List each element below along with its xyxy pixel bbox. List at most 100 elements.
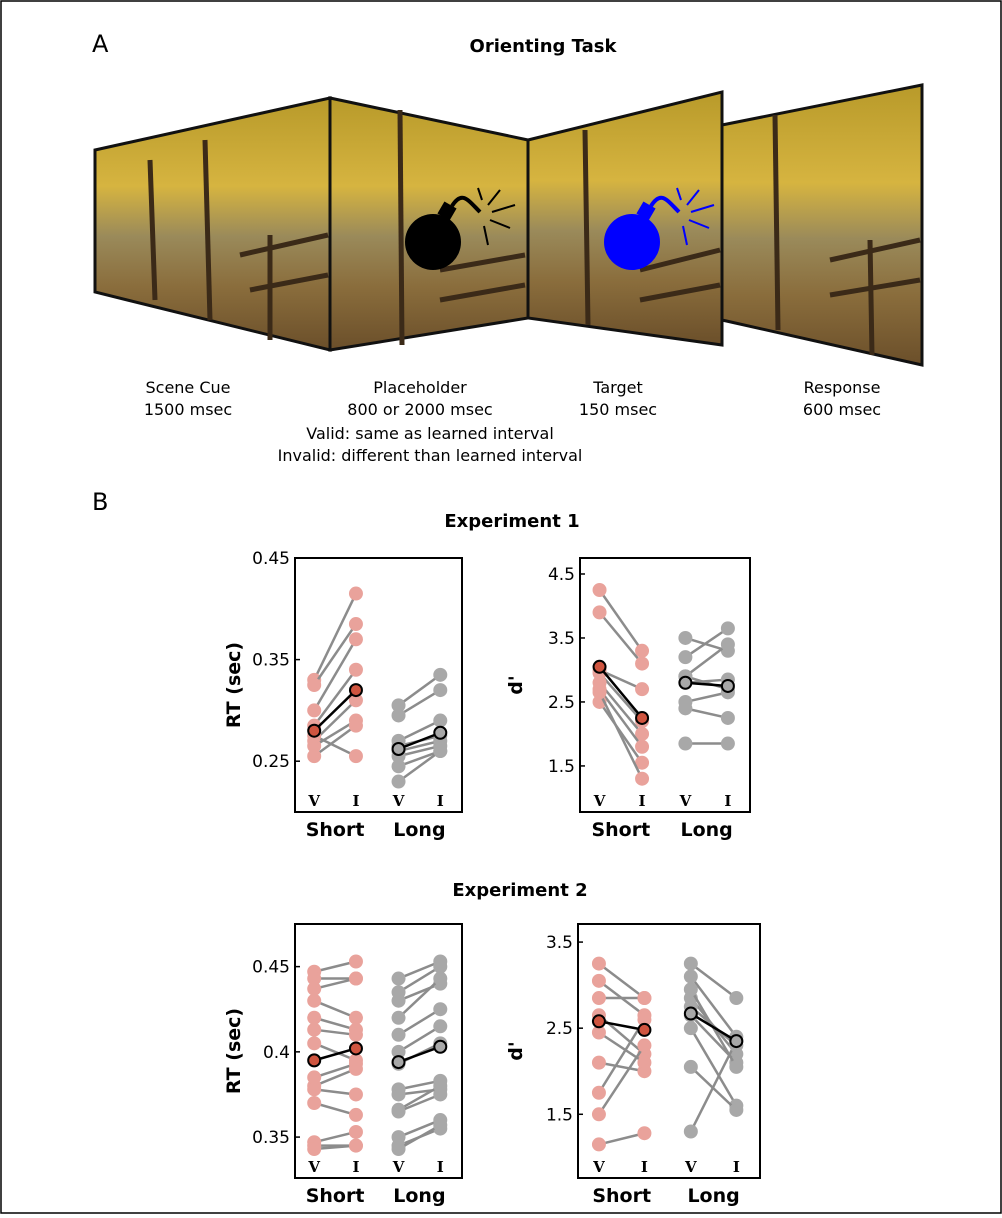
- stage-duration: 150 msec: [579, 400, 657, 419]
- data-point: [393, 776, 405, 788]
- data-point: [393, 1143, 405, 1155]
- data-point: [593, 958, 605, 970]
- data-point: [350, 1029, 362, 1041]
- data-point: [308, 704, 320, 716]
- data-point: [636, 728, 648, 740]
- data-point: [638, 1039, 650, 1051]
- group-label: Short: [306, 1185, 365, 1207]
- data-point: [730, 992, 742, 1004]
- data-point: [308, 750, 320, 762]
- data-point: [393, 1106, 405, 1118]
- data-point: [350, 618, 362, 630]
- data-point: [685, 1022, 697, 1034]
- data-point: [308, 1054, 320, 1066]
- y-tick-label: 0.35: [252, 1128, 290, 1148]
- data-point: [350, 1063, 362, 1075]
- data-point: [350, 1109, 362, 1121]
- data-point: [593, 1138, 605, 1150]
- stage-duration: 600 msec: [803, 400, 881, 419]
- scene: [95, 98, 330, 350]
- note: Valid: same as learned interval: [306, 424, 554, 443]
- condition-label: V: [684, 1158, 697, 1176]
- data-point: [434, 1041, 446, 1053]
- data-point: [434, 1119, 446, 1131]
- y-tick-label: 1.5: [548, 757, 575, 777]
- condition-label: I: [724, 792, 731, 810]
- data-point: [393, 709, 405, 721]
- subject-line: [599, 1133, 645, 1144]
- condition-label: I: [641, 1158, 648, 1176]
- condition-label: I: [352, 792, 359, 810]
- data-point: [685, 983, 697, 995]
- data-point: [593, 1057, 605, 1069]
- data-point: [638, 1127, 650, 1139]
- data-point: [636, 712, 648, 724]
- data-point: [679, 632, 691, 644]
- condition-label: I: [437, 1158, 444, 1176]
- data-point: [722, 712, 734, 724]
- data-point: [636, 683, 648, 695]
- data-point: [593, 1108, 605, 1120]
- y-tick-label: 0.45: [252, 549, 290, 569]
- y-axis-label: d': [505, 675, 527, 694]
- data-point: [393, 1056, 405, 1068]
- data-point: [636, 658, 648, 670]
- data-point: [393, 1012, 405, 1024]
- data-point: [350, 684, 362, 696]
- group-label: Short: [306, 819, 365, 841]
- data-point: [722, 680, 734, 692]
- data-point: [308, 679, 320, 691]
- group-label: Long: [687, 1185, 739, 1207]
- y-tick-label: 0.25: [252, 752, 290, 772]
- scenes: [95, 85, 922, 365]
- stage-duration: 800 or 2000 msec: [347, 400, 492, 419]
- data-point: [638, 1065, 650, 1077]
- data-point: [308, 1024, 320, 1036]
- subject-line: [691, 964, 737, 998]
- data-point: [434, 973, 446, 985]
- data-point: [350, 1042, 362, 1054]
- data-point: [308, 1083, 320, 1095]
- data-point: [593, 1087, 605, 1099]
- data-point: [722, 738, 734, 750]
- data-point: [722, 638, 734, 650]
- y-tick-label: 0.4: [263, 1043, 290, 1063]
- data-point: [434, 669, 446, 681]
- condition-label: V: [593, 792, 606, 810]
- stage-name: Placeholder: [373, 378, 467, 397]
- panel-label: A: [92, 30, 109, 58]
- y-tick-label: 3.5: [548, 629, 575, 649]
- data-point: [636, 645, 648, 657]
- y-tick-label: 1.5: [546, 1105, 573, 1125]
- data-point: [308, 1097, 320, 1109]
- data-point: [685, 1008, 697, 1020]
- data-point: [308, 1037, 320, 1049]
- data-point: [350, 750, 362, 762]
- data-point: [679, 738, 691, 750]
- data-point: [594, 661, 606, 673]
- data-point: [636, 741, 648, 753]
- data-point: [308, 1143, 320, 1155]
- data-point: [679, 651, 691, 663]
- group-label: Long: [393, 819, 445, 841]
- data-point: [434, 1003, 446, 1015]
- data-point: [434, 745, 446, 757]
- data-point: [593, 975, 605, 987]
- data-point: [685, 1061, 697, 1073]
- condition-label: V: [307, 1158, 320, 1176]
- data-point: [350, 1012, 362, 1024]
- stage-name: Scene Cue: [145, 378, 230, 397]
- scene: [722, 85, 922, 365]
- data-point: [350, 1088, 362, 1100]
- data-point: [730, 1104, 742, 1116]
- data-point: [308, 995, 320, 1007]
- data-point: [350, 588, 362, 600]
- data-point: [434, 961, 446, 973]
- stage-name: Response: [804, 378, 881, 397]
- data-point: [308, 725, 320, 737]
- condition-label: V: [307, 792, 320, 810]
- data-point: [730, 1061, 742, 1073]
- panel-label: B: [92, 488, 108, 516]
- condition-label: I: [352, 1158, 359, 1176]
- data-point: [350, 633, 362, 645]
